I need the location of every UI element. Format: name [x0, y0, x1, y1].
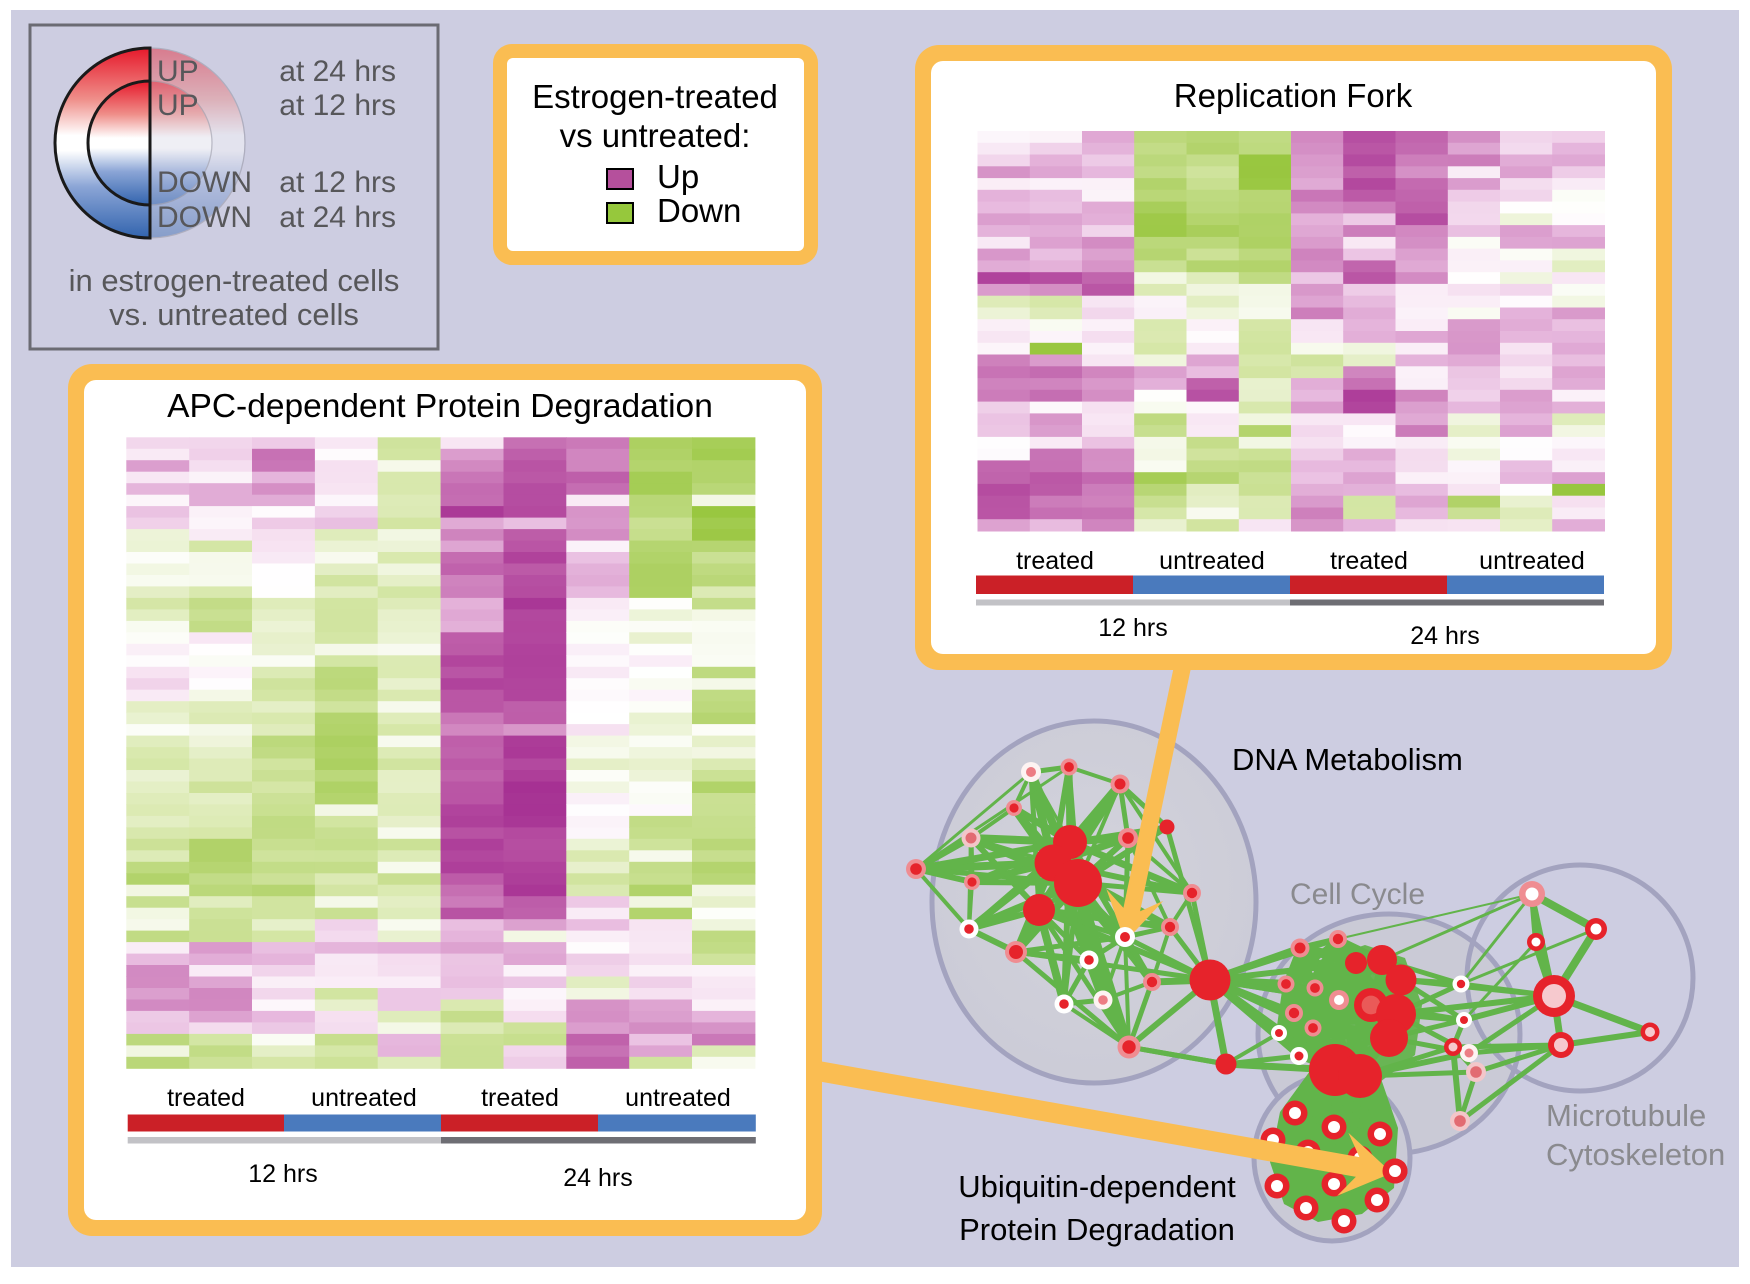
svg-text:Replication Fork: Replication Fork — [1174, 77, 1413, 114]
svg-text:treated: treated — [1016, 547, 1094, 575]
svg-text:Microtubule: Microtubule — [1546, 1098, 1706, 1133]
svg-text:UP: UP — [157, 55, 199, 88]
svg-text:vs untreated:: vs untreated: — [560, 117, 751, 154]
svg-text:Down: Down — [657, 192, 741, 229]
svg-text:12 hrs: 12 hrs — [248, 1160, 317, 1188]
svg-text:vs. untreated cells: vs. untreated cells — [109, 297, 359, 332]
svg-text:DNA Metabolism: DNA Metabolism — [1232, 742, 1463, 777]
svg-text:at 24 hrs: at 24 hrs — [279, 55, 396, 88]
svg-text:24 hrs: 24 hrs — [563, 1164, 632, 1192]
svg-text:in estrogen-treated cells: in estrogen-treated cells — [69, 263, 400, 298]
svg-text:Protein Degradation: Protein Degradation — [959, 1212, 1235, 1247]
svg-text:24 hrs: 24 hrs — [1410, 622, 1479, 650]
svg-text:untreated: untreated — [311, 1084, 417, 1112]
svg-text:Up: Up — [657, 158, 699, 195]
svg-text:APC-dependent Protein Degradat: APC-dependent Protein Degradation — [167, 388, 713, 425]
svg-text:Ubiquitin-dependent: Ubiquitin-dependent — [958, 1169, 1236, 1204]
svg-text:treated: treated — [167, 1084, 245, 1112]
svg-text:treated: treated — [481, 1084, 559, 1112]
svg-text:untreated: untreated — [1159, 547, 1265, 575]
svg-text:treated: treated — [1330, 547, 1408, 575]
svg-text:Estrogen-treated: Estrogen-treated — [532, 78, 778, 115]
svg-text:DOWN: DOWN — [157, 201, 252, 234]
svg-text:Cell Cycle: Cell Cycle — [1290, 878, 1425, 911]
svg-text:at 24 hrs: at 24 hrs — [279, 201, 396, 234]
svg-text:DOWN: DOWN — [157, 166, 252, 199]
svg-text:untreated: untreated — [1479, 547, 1585, 575]
svg-text:untreated: untreated — [625, 1084, 731, 1112]
svg-text:UP: UP — [157, 89, 199, 122]
svg-text:at 12 hrs: at 12 hrs — [279, 89, 396, 122]
svg-text:Cytoskeleton: Cytoskeleton — [1546, 1137, 1725, 1172]
svg-text:at 12 hrs: at 12 hrs — [279, 166, 396, 199]
svg-text:12 hrs: 12 hrs — [1098, 614, 1167, 642]
